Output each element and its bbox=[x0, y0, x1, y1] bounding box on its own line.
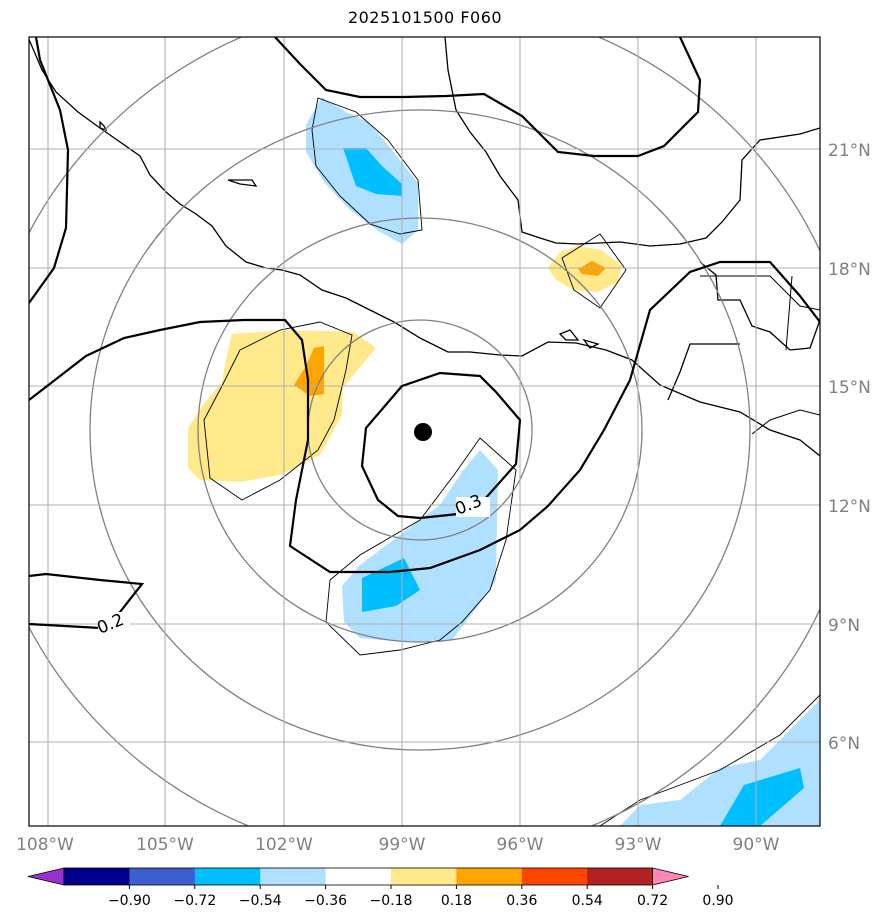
colorbar-segment bbox=[521, 868, 588, 885]
colorbar-segment bbox=[194, 868, 261, 885]
colorbar-tick-label: 0.72 bbox=[637, 893, 668, 909]
lon-label: 90°W bbox=[733, 835, 780, 855]
colorbar-tick-label: −0.36 bbox=[304, 893, 347, 909]
storm-center-marker bbox=[414, 423, 432, 441]
lat-label: 6°N bbox=[828, 734, 860, 754]
map-panel: 0.3 0.2 bbox=[29, 37, 820, 826]
colorbar-tick-label: 0.90 bbox=[702, 893, 733, 909]
colorbar-segment bbox=[129, 868, 196, 885]
lon-label: 108°W bbox=[16, 835, 74, 855]
lat-label: 21°N bbox=[828, 141, 871, 161]
colorbar-segment bbox=[260, 868, 327, 885]
label-bg bbox=[456, 497, 490, 517]
cyan-area-north bbox=[343, 148, 402, 196]
map-title: 2025101500 F060 bbox=[347, 8, 503, 27]
lat-label: 18°N bbox=[828, 260, 871, 280]
colorbar-extend-low bbox=[27, 867, 65, 886]
yellow-area-west bbox=[188, 330, 376, 482]
central-america-coast bbox=[667, 343, 740, 401]
colorbar-segment bbox=[325, 868, 392, 885]
lon-label: 102°W bbox=[255, 835, 313, 855]
colorbar-segment bbox=[456, 868, 523, 885]
coastlines bbox=[29, 37, 820, 457]
yucatan-coast bbox=[699, 261, 820, 351]
lon-label: 96°W bbox=[497, 835, 544, 855]
colorbar-outline bbox=[63, 867, 653, 886]
mexico-pacific-coast bbox=[29, 37, 820, 457]
lon-labels: 108°W 105°W 102°W 99°W 96°W 93°W 90°W bbox=[16, 835, 780, 855]
colorbar-tick-label: −0.72 bbox=[173, 893, 216, 909]
colorbar-segment bbox=[587, 868, 654, 885]
orange-area-west bbox=[294, 346, 324, 396]
lat-label: 12°N bbox=[828, 497, 871, 517]
lon-label: 99°W bbox=[379, 835, 426, 855]
colorbar-tick-label: −0.90 bbox=[108, 893, 151, 909]
colorbar-tick-label: −0.54 bbox=[239, 893, 282, 909]
lat-labels: 21°N 18°N 15°N 12°N 9°N 6°N bbox=[828, 141, 871, 754]
lat-label: 9°N bbox=[828, 616, 860, 636]
gulf-coast bbox=[444, 37, 820, 247]
colorbar-tick-label: 0.54 bbox=[572, 893, 603, 909]
map-frame bbox=[28, 36, 821, 827]
colorbar-tick-label: 0.18 bbox=[441, 893, 472, 909]
thin-contours bbox=[203, 97, 820, 826]
lon-label: 105°W bbox=[136, 835, 194, 855]
lat-label: 15°N bbox=[828, 378, 871, 398]
cyan-area-southeast bbox=[720, 768, 804, 826]
colorbar-segment bbox=[64, 868, 130, 885]
colorbar-tick-label: 0.36 bbox=[506, 893, 537, 909]
colorbar: −0.90 −0.72 −0.54 −0.36 −0.18 0.18 0.36 0.54 0.7… bbox=[27, 867, 734, 909]
lon-label: 93°W bbox=[615, 835, 662, 855]
outer-contour bbox=[29, 260, 820, 574]
label-bg bbox=[98, 612, 130, 634]
colorbar-tick-label: −0.18 bbox=[370, 893, 413, 909]
colorbar-segment bbox=[391, 868, 457, 885]
baja-tip bbox=[227, 179, 258, 187]
colorbar-extend-high bbox=[652, 867, 689, 886]
